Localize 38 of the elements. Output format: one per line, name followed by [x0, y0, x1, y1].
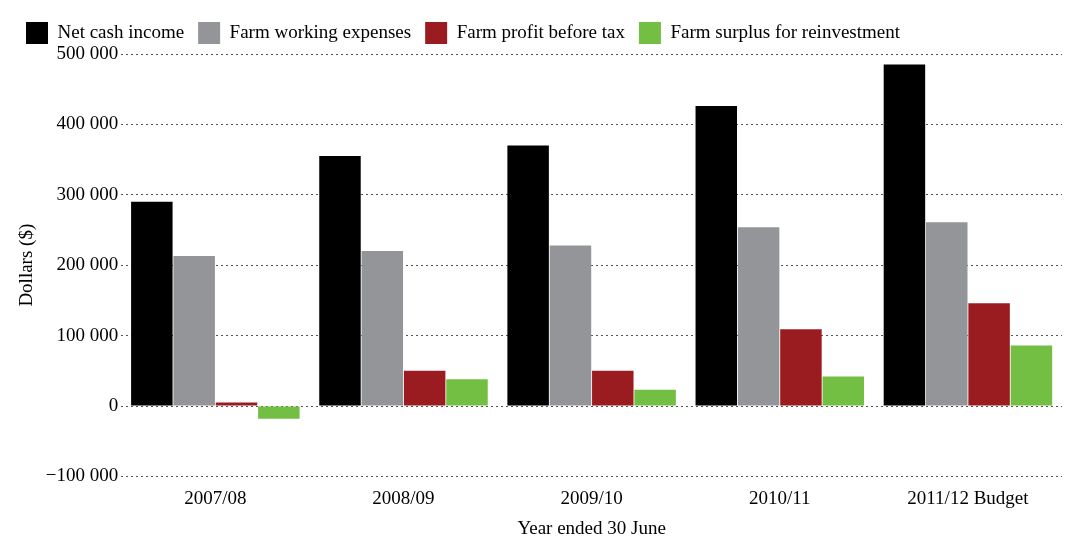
bar: [968, 303, 1010, 406]
y-tick-label: 0: [108, 393, 119, 415]
bar: [822, 376, 865, 406]
y-axis-title: Dollars ($): [15, 223, 38, 307]
y-tick-label: 100 000: [56, 323, 119, 345]
y-tick-label: −100 000: [45, 464, 119, 486]
legend-label: Farm working expenses: [229, 20, 412, 42]
y-tick-label: 200 000: [56, 253, 119, 275]
x-tick-label: 2009/10: [560, 486, 623, 508]
x-tick-label: 2007/08: [184, 486, 247, 508]
x-axis-title: Year ended 30 June: [517, 516, 666, 538]
bar: [215, 402, 258, 406]
bar: [258, 406, 300, 419]
y-tick-label: 400 000: [56, 112, 119, 134]
bar: [319, 156, 361, 406]
y-tick-label: 300 000: [56, 182, 119, 204]
bar: [695, 106, 738, 406]
x-tick-label: 2011/12 Budget: [907, 486, 1030, 508]
bar: [173, 256, 215, 406]
bar: [1010, 345, 1053, 406]
bar: [446, 379, 488, 406]
legend-label: Farm profit before tax: [456, 20, 626, 42]
bar: [737, 227, 780, 406]
bar: [131, 201, 173, 406]
bar: [926, 222, 968, 406]
y-tick-label: 500 000: [56, 41, 119, 63]
bar: [634, 389, 676, 406]
bar: [780, 329, 822, 406]
x-tick-label: 2008/09: [372, 486, 435, 508]
bar: [403, 370, 446, 406]
legend-label: Net cash income: [57, 20, 185, 42]
legend-label: Farm surplus for reinvestment: [670, 20, 901, 42]
bar: [883, 64, 926, 406]
bar: [549, 245, 592, 406]
x-tick-label: 2010/11: [748, 486, 811, 508]
bar: [361, 251, 404, 406]
bar: [592, 370, 634, 406]
bar: [507, 145, 549, 406]
